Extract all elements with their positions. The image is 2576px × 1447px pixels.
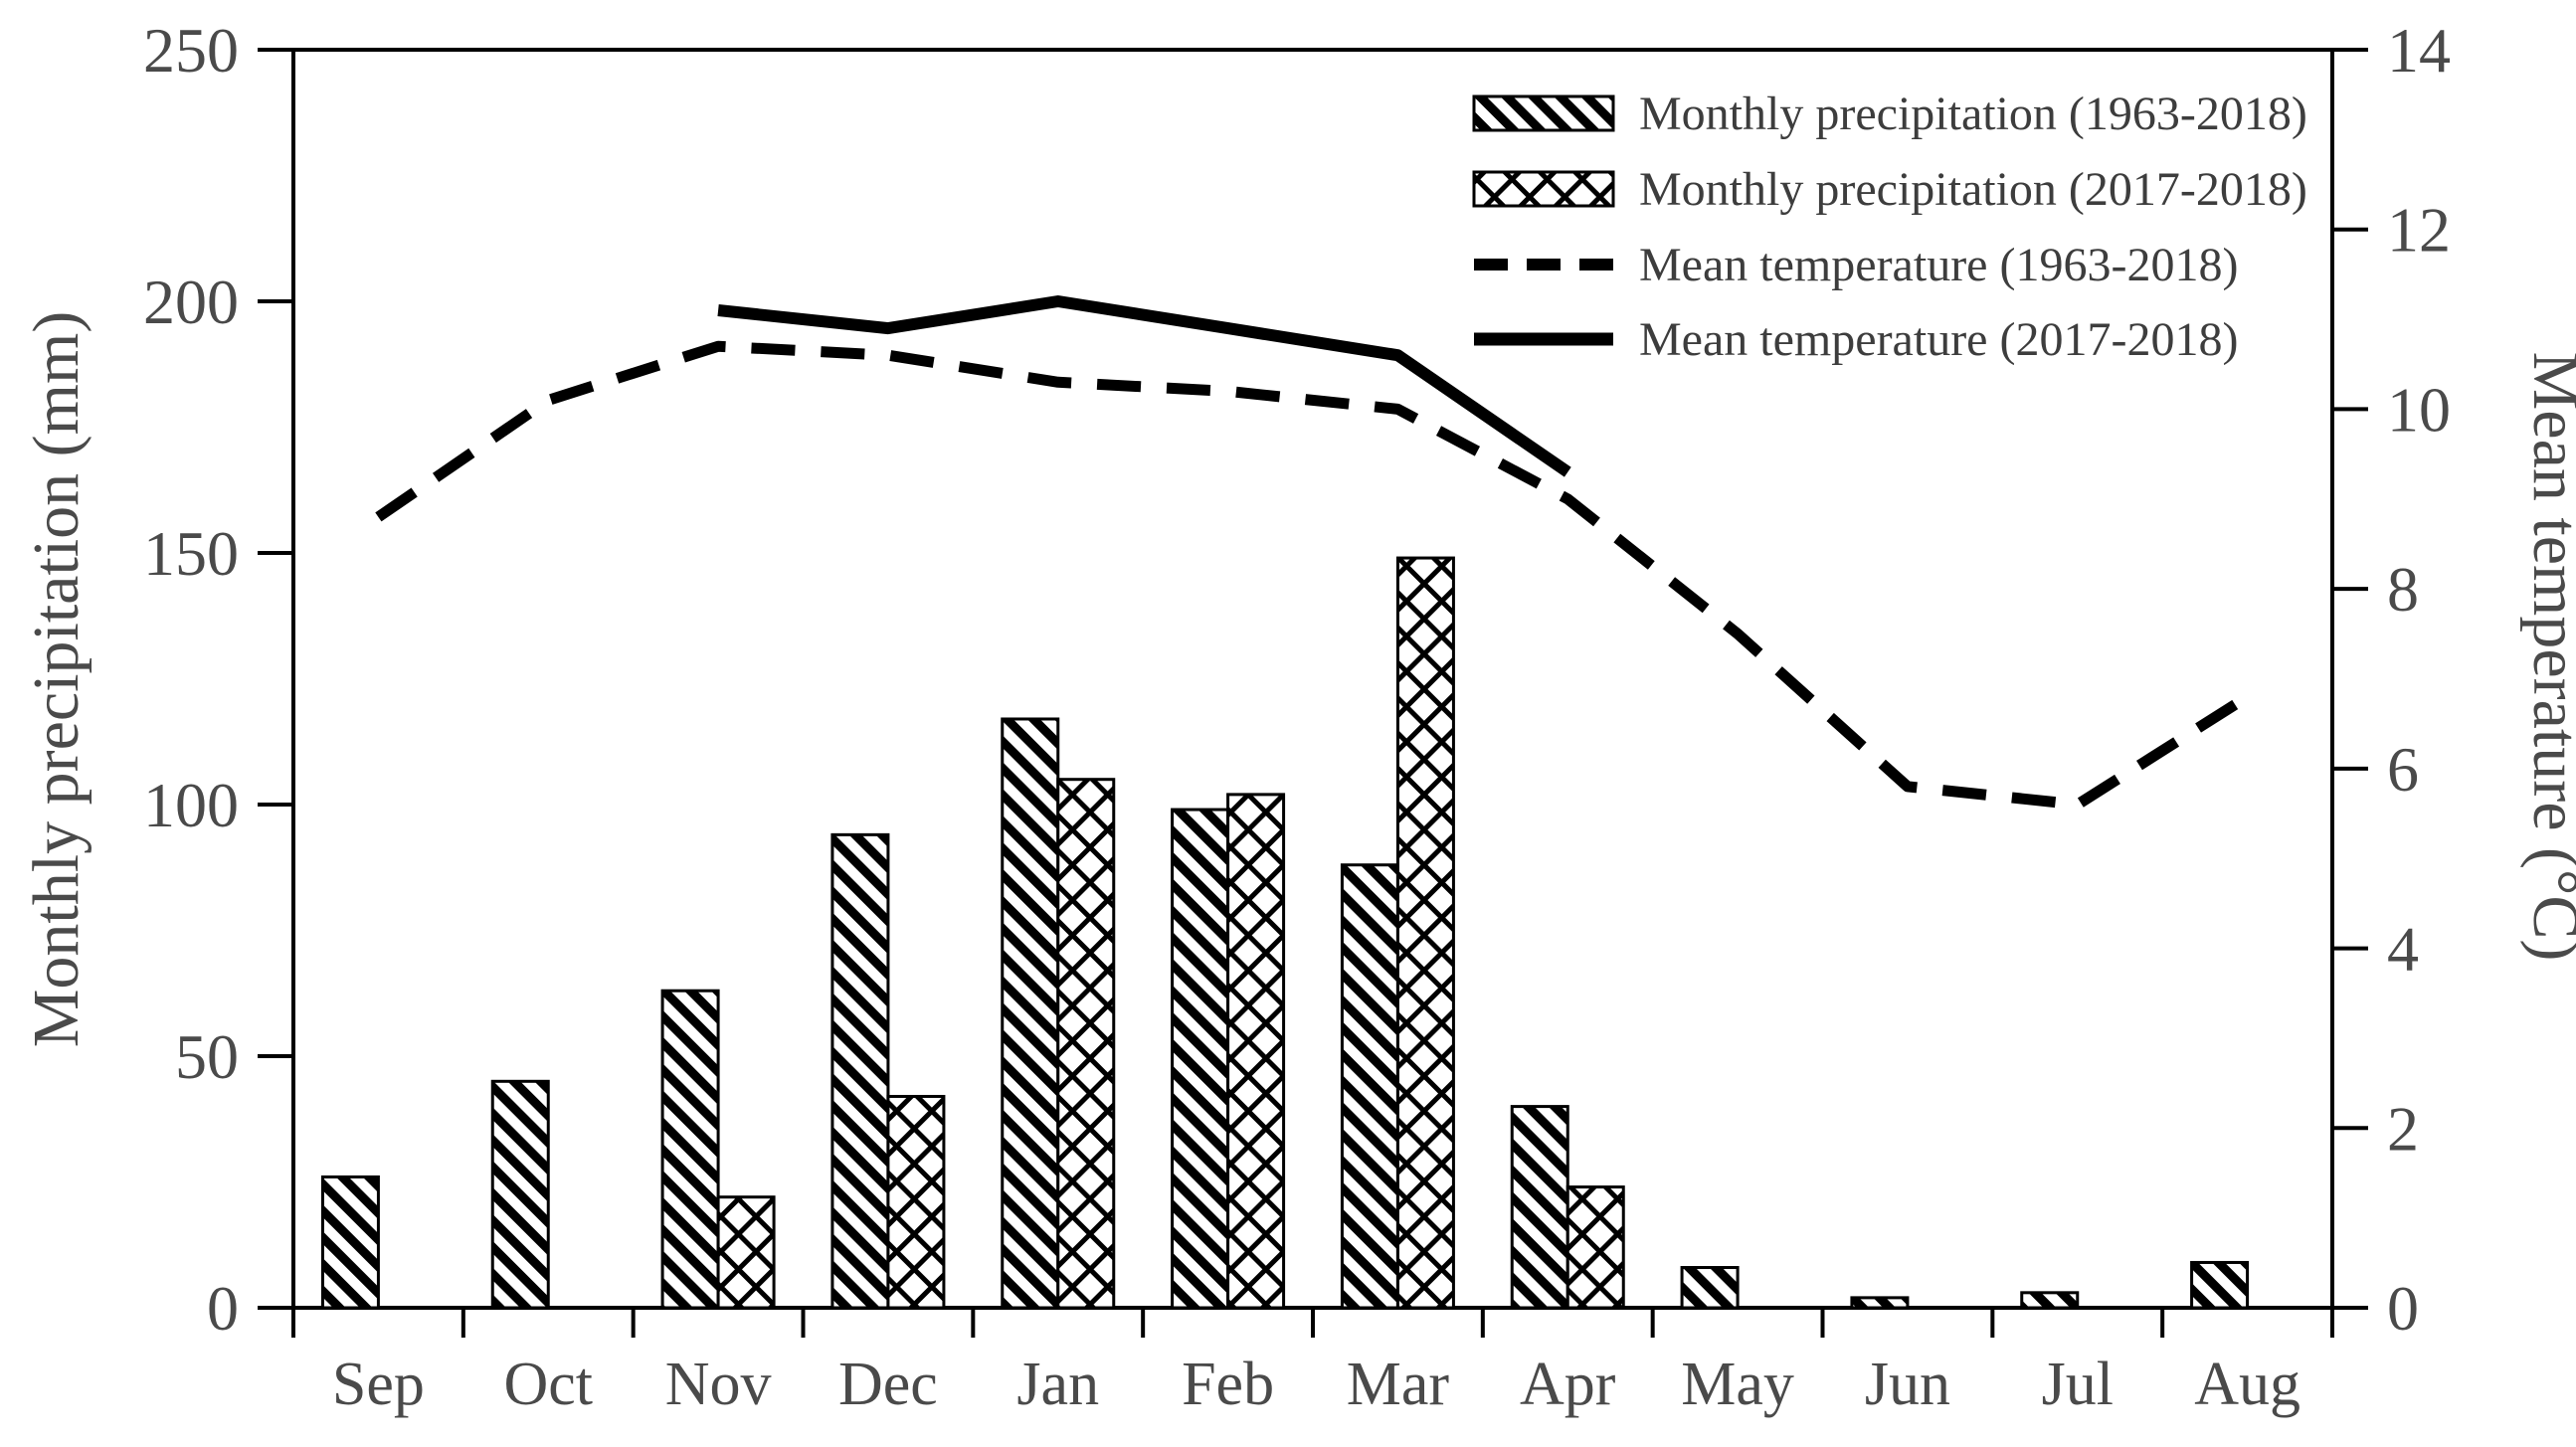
left-axis-tick-label: 150 <box>143 518 239 589</box>
right-axis-tick-label: 0 <box>2387 1273 2419 1344</box>
right-axis-tick-label: 10 <box>2387 374 2451 445</box>
right-axis-tick-label: 8 <box>2387 554 2419 625</box>
lines-group <box>375 295 2251 811</box>
right-axis-tick-label: 6 <box>2387 734 2419 805</box>
legend-label: Mean temperature (2017-2018) <box>1639 313 2238 366</box>
legend-swatch-crosshatch-icon <box>1472 170 1615 208</box>
line-temp-1963-2018 <box>375 340 2251 811</box>
month-label-sep: Sep <box>332 1351 425 1418</box>
month-label-apr: Apr <box>1520 1351 1616 1418</box>
right-axis-tick-label: 2 <box>2387 1093 2419 1164</box>
legend-item: Mean temperature (2017-2018) <box>1474 313 2238 366</box>
bars-group <box>320 556 2250 1310</box>
month-label-dec: Dec <box>838 1351 938 1418</box>
left-axis-title: Monthly precipitation (mm) <box>20 311 92 1048</box>
legend-label: Monthly precipitation (1963-2018) <box>1639 88 2307 140</box>
right-axis-tick-label: 12 <box>2387 195 2451 266</box>
bar-precip-1963-2018-nov <box>660 989 720 1310</box>
bar-precip-1963-2018-dec <box>830 832 890 1310</box>
line-temp-2017-2018 <box>717 295 1571 477</box>
legend-item: Mean temperature (1963-2018) <box>1474 239 2238 291</box>
legend-label: Monthly precipitation (2017-2018) <box>1639 163 2307 216</box>
bar-precip-2017-2018-dec <box>886 1094 946 1310</box>
bar-precip-2017-2018-feb <box>1226 793 1286 1310</box>
legend-item: Monthly precipitation (1963-2018) <box>1472 88 2307 140</box>
legend: Monthly precipitation (1963-2018) Monthly… <box>1472 88 2307 366</box>
bar-precip-1963-2018-jan <box>1001 717 1060 1310</box>
month-label-oct: Oct <box>503 1351 593 1418</box>
bar-precip-2017-2018-jan <box>1056 778 1116 1310</box>
month-label-aug: Aug <box>2194 1351 2300 1418</box>
bar-precip-1963-2018-apr <box>1510 1105 1569 1310</box>
bar-precip-1963-2018-oct <box>490 1079 550 1310</box>
legend-swatch-hatch-icon <box>1472 94 1615 132</box>
bar-precip-2017-2018-apr <box>1565 1185 1625 1310</box>
legend-item: Monthly precipitation (2017-2018) <box>1472 163 2307 216</box>
bar-precip-1963-2018-jul <box>2020 1291 2080 1310</box>
left-axis-tick-label: 100 <box>143 770 239 840</box>
month-label-may: May <box>1681 1351 1794 1418</box>
legend-label: Mean temperature (1963-2018) <box>1639 239 2238 291</box>
axes-group: 0 50 100 150 200 250 0 2 4 6 8 10 12 14 Sep Oct Nov Dec Ja… <box>143 15 2451 1418</box>
bar-precip-1963-2018-sep <box>320 1175 380 1310</box>
left-axis-tick-label: 50 <box>175 1021 239 1092</box>
month-label-jan: Jan <box>1016 1351 1099 1418</box>
bar-precip-2017-2018-mar <box>1395 556 1455 1310</box>
bar-precip-1963-2018-aug <box>2190 1260 2250 1310</box>
left-axis-tick-label: 250 <box>143 15 239 86</box>
left-axis-tick-label: 200 <box>143 267 239 337</box>
month-label-mar: Mar <box>1347 1351 1450 1418</box>
month-label-feb: Feb <box>1182 1351 1274 1418</box>
bar-precip-1963-2018-feb <box>1171 808 1230 1310</box>
month-label-jun: Jun <box>1865 1351 1950 1418</box>
left-axis-tick-label: 0 <box>207 1273 239 1344</box>
right-axis-tick-label: 14 <box>2387 15 2451 86</box>
bar-precip-1963-2018-may <box>1680 1266 1740 1310</box>
bar-precip-1963-2018-jun <box>1850 1296 1910 1310</box>
month-label-jul: Jul <box>2042 1351 2114 1418</box>
plot-border <box>291 48 2334 1310</box>
bar-precip-1963-2018-mar <box>1340 863 1399 1310</box>
bar-precip-2017-2018-nov <box>716 1195 776 1310</box>
right-axis-title: Mean temperature (°C) <box>2519 352 2576 962</box>
month-label-nov: Nov <box>665 1351 772 1418</box>
right-axis-tick-label: 4 <box>2387 914 2419 985</box>
